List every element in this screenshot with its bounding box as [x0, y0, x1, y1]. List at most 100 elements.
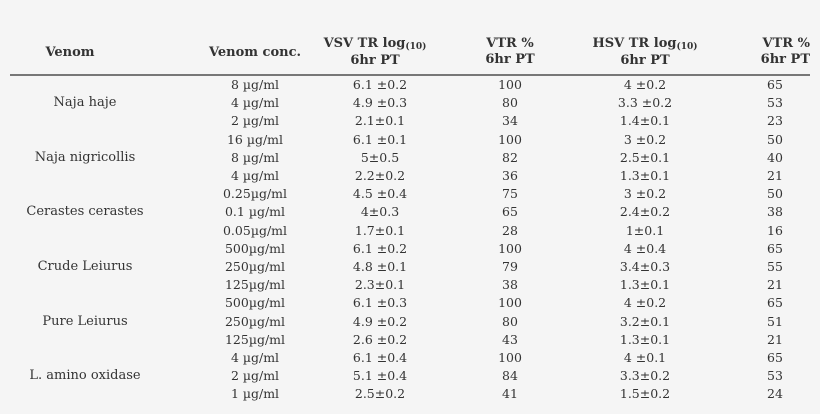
- cell-hsv-tr: 2.5±0.1: [619, 149, 671, 165]
- cell-venom-name: L. amino oxidase: [29, 368, 141, 384]
- cell-venom-conc: 0.1 µg/ml: [224, 204, 286, 220]
- cell-vtr-percent-1: 100: [498, 350, 522, 365]
- cell-vtr-percent-2: 65: [767, 240, 783, 256]
- cell-hsv-tr: 1±0.1: [625, 222, 665, 238]
- cell-venom-conc: 4 µg/ml: [230, 95, 280, 111]
- cell-vtr-percent-1: 80: [502, 95, 518, 111]
- cell-vtr-percent-1: 100: [498, 131, 522, 147]
- cell-vtr-percent-2: 50: [767, 131, 783, 147]
- cell-hsv-tr: 4 ±0.2: [623, 77, 667, 92]
- header-vtr-percent-1: VTR % 6hr PT: [485, 36, 535, 67]
- cell-hsv-tr: 4 ±0.2: [623, 295, 667, 311]
- cell-vtr-percent-2: 55: [767, 259, 783, 274]
- header-venom-conc: Venom conc.: [208, 45, 302, 60]
- cell-vsv-tr: 4.5 ±0.4: [352, 186, 408, 202]
- cell-hsv-tr: 3.2±0.1: [619, 313, 671, 329]
- cell-vsv-tr: 4.9 ±0.3: [352, 95, 408, 111]
- cell-venom-conc: 500µg/ml: [224, 295, 286, 311]
- cell-vtr-percent-1: 82: [502, 149, 518, 165]
- cell-venom-conc: 500µg/ml: [224, 240, 286, 256]
- cell-vtr-percent-2: 23: [767, 113, 783, 129]
- cell-vsv-tr: 4±0.3: [360, 204, 400, 220]
- cell-vtr-percent-1: 65: [502, 204, 518, 220]
- cell-hsv-tr: 3 ±0.2: [623, 131, 667, 147]
- cell-vtr-percent-1: 84: [502, 368, 518, 384]
- header-vsv-tr: VSV TR log(10) 6hr PT: [323, 36, 427, 68]
- cell-vtr-percent-2: 40: [767, 149, 783, 165]
- cell-vtr-percent-2: 50: [767, 186, 783, 202]
- cell-hsv-tr: 3.3±0.2: [619, 368, 671, 384]
- header-rule: [10, 74, 810, 76]
- cell-vtr-percent-2: 51: [767, 313, 783, 329]
- cell-hsv-tr: 2.4±0.2: [619, 204, 671, 220]
- cell-hsv-tr: 4 ±0.1: [623, 350, 667, 365]
- header-hsv-tr: HSV TR log(10) 6hr PT: [592, 36, 698, 68]
- cell-vtr-percent-1: 34: [502, 113, 518, 129]
- cell-vsv-tr: 2.5±0.2: [354, 386, 406, 402]
- cell-venom-conc: 16 µg/ml: [226, 131, 284, 147]
- cell-vtr-percent-2: 21: [767, 168, 783, 183]
- cell-vtr-percent-2: 16: [767, 222, 783, 238]
- cell-hsv-tr: 3.3 ±0.2: [617, 95, 673, 111]
- cell-vtr-percent-2: 21: [767, 331, 783, 347]
- cell-vtr-percent-1: 80: [502, 313, 518, 329]
- cell-vsv-tr: 2.2±0.2: [354, 168, 406, 183]
- cell-vsv-tr: 4.8 ±0.1: [352, 259, 408, 274]
- cell-vsv-tr: 2.3±0.1: [354, 277, 406, 293]
- cell-vtr-percent-1: 100: [498, 240, 522, 256]
- cell-vsv-tr: 6.1 ±0.1: [352, 131, 408, 147]
- cell-venom-conc: 2 µg/ml: [230, 113, 280, 129]
- cell-venom-conc: 4 µg/ml: [230, 350, 280, 365]
- cell-hsv-tr: 1.3±0.1: [619, 331, 671, 347]
- cell-venom-conc: 125µg/ml: [224, 277, 286, 293]
- cell-vtr-percent-2: 38: [767, 204, 783, 220]
- cell-hsv-tr: 3.4±0.3: [619, 259, 671, 274]
- cell-vtr-percent-1: 36: [502, 168, 518, 183]
- cell-vtr-percent-1: 41: [502, 386, 518, 402]
- cell-vsv-tr: 4.9 ±0.2: [352, 313, 408, 329]
- cell-hsv-tr: 1.3±0.1: [619, 277, 671, 293]
- cell-hsv-tr: 1.4±0.1: [619, 113, 671, 129]
- cell-venom-conc: 1 µg/ml: [230, 386, 280, 402]
- cell-vtr-percent-1: 28: [502, 222, 518, 238]
- cell-vtr-percent-2: 21: [767, 277, 783, 293]
- cell-vtr-percent-2: 65: [767, 295, 783, 311]
- cell-hsv-tr: 1.3±0.1: [619, 168, 671, 183]
- cell-vsv-tr: 1.7±0.1: [354, 222, 406, 238]
- cell-venom-name: Naja nigricollis: [34, 149, 136, 165]
- cell-hsv-tr: 1.5±0.2: [619, 386, 671, 402]
- cell-vsv-tr: 6.1 ±0.2: [352, 77, 408, 92]
- cell-venom-conc: 2 µg/ml: [230, 368, 280, 384]
- cell-vsv-tr: 6.1 ±0.2: [352, 240, 408, 256]
- cell-venom-conc: 4 µg/ml: [230, 168, 280, 183]
- cell-vtr-percent-1: 79: [502, 259, 518, 274]
- cell-venom-name: Cerastes cerastes: [26, 204, 144, 220]
- cell-vsv-tr: 6.1 ±0.3: [352, 295, 408, 311]
- cell-vsv-tr: 2.1±0.1: [354, 113, 406, 129]
- cell-hsv-tr: 4 ±0.4: [623, 240, 667, 256]
- cell-vtr-percent-1: 100: [498, 295, 522, 311]
- cell-venom-conc: 250µg/ml: [224, 313, 286, 329]
- cell-vtr-percent-1: 75: [502, 186, 518, 202]
- cell-vsv-tr: 5.1 ±0.4: [352, 368, 408, 384]
- cell-vsv-tr: 5±0.5: [360, 149, 400, 165]
- cell-venom-conc: 0.25µg/ml: [222, 186, 288, 202]
- cell-venom-conc: 8 µg/ml: [230, 77, 280, 92]
- cell-vtr-percent-1: 100: [498, 77, 522, 92]
- cell-vtr-percent-1: 43: [502, 331, 518, 347]
- cell-venom-name: Naja haje: [53, 95, 117, 111]
- cell-vtr-percent-2: 53: [767, 95, 783, 111]
- header-venom: Venom: [45, 45, 95, 60]
- cell-hsv-tr: 3 ±0.2: [623, 186, 667, 202]
- cell-venom-conc: 125µg/ml: [224, 331, 286, 347]
- cell-vsv-tr: 2.6 ±0.2: [352, 331, 408, 347]
- cell-vtr-percent-1: 38: [502, 277, 518, 293]
- cell-venom-name: Crude Leiurus: [37, 259, 133, 274]
- cell-venom-conc: 0.05µg/ml: [222, 222, 288, 238]
- cell-venom-conc: 250µg/ml: [224, 259, 286, 274]
- cell-vsv-tr: 6.1 ±0.4: [352, 350, 408, 365]
- cell-vtr-percent-2: 65: [767, 350, 783, 365]
- cell-venom-conc: 8 µg/ml: [230, 149, 280, 165]
- header-vtr-percent-2: VTR % 6hr PT: [760, 36, 810, 67]
- cell-venom-name: Pure Leiurus: [42, 313, 128, 329]
